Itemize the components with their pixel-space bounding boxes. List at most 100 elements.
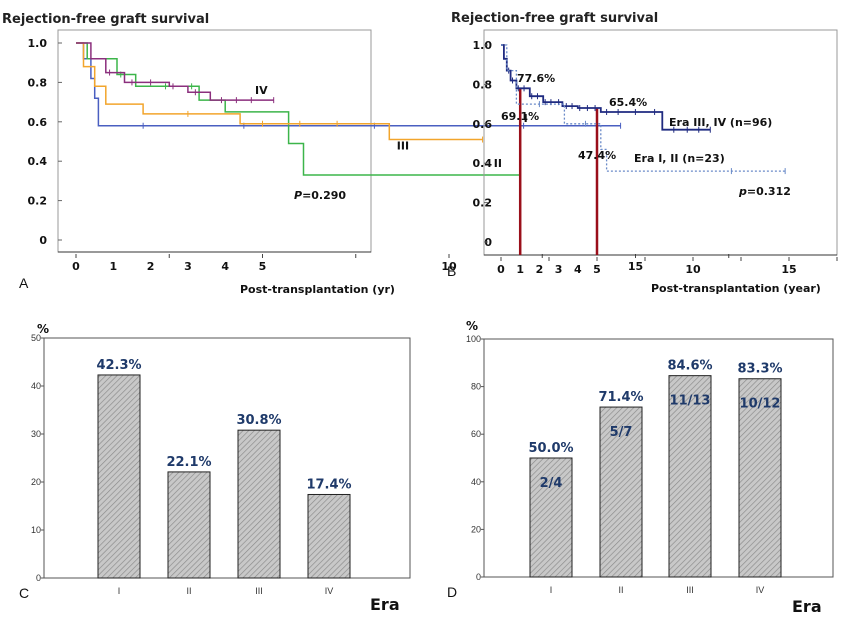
panel-c-y-tick-40: 40: [31, 381, 41, 391]
panel-b-y-tick-0: 0: [484, 236, 492, 249]
panel-c-bar-i: [97, 374, 141, 579]
panel-d-x-tick-iv: IV: [756, 585, 765, 595]
panel-b-x-tick-15: 15: [781, 263, 796, 276]
panel-a-frame: [57, 29, 372, 253]
panel-b-xlabel: Post-transplantation (year): [651, 282, 821, 295]
panel-b-letter: B: [447, 263, 456, 279]
panel-a-xlabel: Post-transplantation (yr): [240, 283, 395, 296]
panel-c-y-tick-10: 10: [31, 525, 41, 535]
panel-d-ylabel: %: [466, 319, 478, 333]
panel-a-x-tick-4: 4: [221, 260, 229, 273]
panel-b-annotation-69-1: 69.1%: [501, 110, 539, 123]
panel-d-bar-ii: [599, 406, 643, 578]
panel-d-value-label-iv: 83.3%: [737, 362, 782, 377]
panel-a-x-tick-15: 15: [628, 260, 643, 273]
panel-c-value-label-iv: 17.4%: [306, 477, 351, 492]
panel-d-bar-iii: [668, 375, 712, 578]
panel-b-annotation-47-4: 47.4%: [578, 149, 616, 162]
panel-d-x-tick-i: I: [550, 585, 553, 595]
panel-a-series-line-iii: [76, 42, 483, 141]
panel-a: Rejection-free graft survival 0 0.2 0.4 0.6…: [2, 12, 730, 296]
panel-c-x-tick-i: I: [118, 586, 121, 596]
panel-a-series-label-ii: II: [494, 157, 502, 170]
panel-a-title: Rejection-free graft survival: [2, 12, 209, 27]
panel-c-frame: [43, 337, 411, 579]
panel-c-x-tick-iii: III: [255, 586, 263, 596]
panel-d-y-tick-0: 0: [476, 572, 481, 582]
panel-c-bar-iv: [307, 493, 351, 579]
panel-a-y-tick-0-6: 0.6: [28, 116, 48, 129]
panel-b-y-tick-0-8: 0.8: [473, 78, 493, 91]
panel-b-series-line-era-i-ii-n-23: [501, 44, 786, 172]
panel-d-bars: 50.0% 2/4 I 71.4% 5/7 II 84.6% 11/13 III 83.3% 10/…: [528, 359, 782, 595]
panel-c-value-label-ii: 22.1%: [166, 455, 211, 470]
panel-a-x-tick-10: 10: [441, 260, 457, 273]
panel-b-x-tick-3: 3: [555, 263, 563, 276]
panel-b-y-tick-0-4: 0.4: [473, 157, 493, 170]
panel-b-x-tick-10: 10: [685, 263, 701, 276]
panel-b-series: [501, 44, 786, 175]
panel-d-x-tick-iii: III: [686, 585, 694, 595]
panel-d-x-tick-ii: II: [618, 585, 623, 595]
panel-d-value-label-iii: 84.6%: [667, 359, 712, 374]
panel-a-series-line-iv: [76, 42, 274, 101]
panel-d-count-label-iv: 10/12: [740, 397, 781, 412]
panel-d-count-label-iii: 11/13: [670, 394, 711, 409]
panel-c-y-tick-50: 50: [31, 333, 41, 343]
panel-a-y-tick-0: 0: [39, 234, 47, 247]
panel-a-pvalue: P=0.290: [294, 189, 346, 202]
panel-c-value-label-i: 42.3%: [96, 358, 141, 373]
panel-b: Rejection-free graft survival 0 0.2 0.4 0.6…: [447, 11, 838, 295]
panel-a-x-tick-5: 5: [259, 260, 267, 273]
panel-d-letter: D: [447, 584, 457, 600]
panel-a-y-tick-1-0: 1.0: [28, 37, 48, 50]
panel-d-count-label-ii: 5/7: [610, 425, 633, 440]
panel-b-y-tick-1-0: 1.0: [473, 39, 493, 52]
panel-c: % 0 10 20 30 40 50 42.3% I 22.1% II 30.8% III 17.4%…: [19, 322, 411, 614]
panel-a-x-tick-2: 2: [147, 260, 155, 273]
panel-a-series-label-iii: III: [397, 139, 409, 152]
panel-a-series-label-i: I: [524, 112, 528, 125]
panel-b-series-label-era-i-ii: Era I, II (n=23): [634, 152, 725, 165]
panel-a-pvalue-suffix: =0.290: [302, 189, 346, 202]
panel-c-xlabel: Era: [370, 595, 400, 614]
panel-b-pvalue-prefix: p: [738, 185, 747, 198]
panel-c-bar-iii: [237, 429, 281, 579]
panel-a-x-tick-1: 1: [109, 260, 117, 273]
panel-d-value-label-i: 50.0%: [528, 441, 573, 456]
panel-d-y-tick-60: 60: [471, 429, 481, 439]
panel-c-value-label-iii: 30.8%: [236, 413, 281, 428]
panel-c-bars: 42.3% I 22.1% II 30.8% III 17.4% IV: [96, 358, 351, 596]
panel-a-x-tick-3: 3: [184, 260, 192, 273]
panel-b-pvalue: p=0.312: [738, 185, 791, 198]
panel-c-y-tick-20: 20: [31, 477, 41, 487]
panel-a-x-ticks: 0 1 2 3 4 5 10 15: [72, 254, 730, 273]
panel-b-series-label-era-iii-iv: Era III, IV (n=96): [669, 116, 772, 129]
panel-d-y-tick-100: 100: [466, 334, 481, 344]
panel-d-bar-i: [529, 457, 573, 578]
panel-d-bar-iv: [738, 378, 782, 578]
panel-b-y-tick-0-6: 0.6: [473, 118, 493, 131]
panel-a-series: [76, 42, 622, 178]
panel-d-y-tick-80: 80: [471, 382, 481, 392]
panel-b-series-line-era-iii-iv-n-96: [501, 44, 711, 131]
panel-b-x-tick-2: 2: [536, 263, 544, 276]
panel-b-x-tick-0: 0: [497, 263, 505, 276]
panel-b-y-tick-0-2: 0.2: [473, 197, 493, 210]
panel-c-y-ticks: 0 10 20 30 40 50: [31, 333, 44, 583]
panel-b-pvalue-suffix: =0.312: [747, 185, 791, 198]
panel-b-y-ticks: 0 0.2 0.4 0.6 0.8 1.0: [473, 39, 493, 249]
panel-d-xlabel: Era: [792, 597, 822, 616]
panel-c-x-tick-ii: II: [186, 586, 191, 596]
panel-d-count-label-i: 2/4: [540, 476, 563, 491]
panel-c-letter: C: [19, 585, 29, 601]
panel-a-pvalue-prefix: P: [294, 189, 302, 202]
panel-b-annotation-77-6: 77.6%: [517, 72, 555, 85]
panel-d-y-ticks: 0 20 40 60 80 100: [466, 334, 484, 582]
panel-a-y-ticks: 0 0.2 0.4 0.6 0.8 1.0: [28, 37, 62, 247]
panel-a-y-tick-0-8: 0.8: [28, 76, 48, 89]
panel-b-x-ticks: 0 1 2 3 4 5 10 15: [497, 257, 838, 276]
panel-d: % 0 20 40 60 80 100 50.0% 2/4 I 71.4% 5/7 II 84.6% 1…: [447, 319, 834, 616]
panel-a-y-tick-0-2: 0.2: [28, 195, 48, 208]
